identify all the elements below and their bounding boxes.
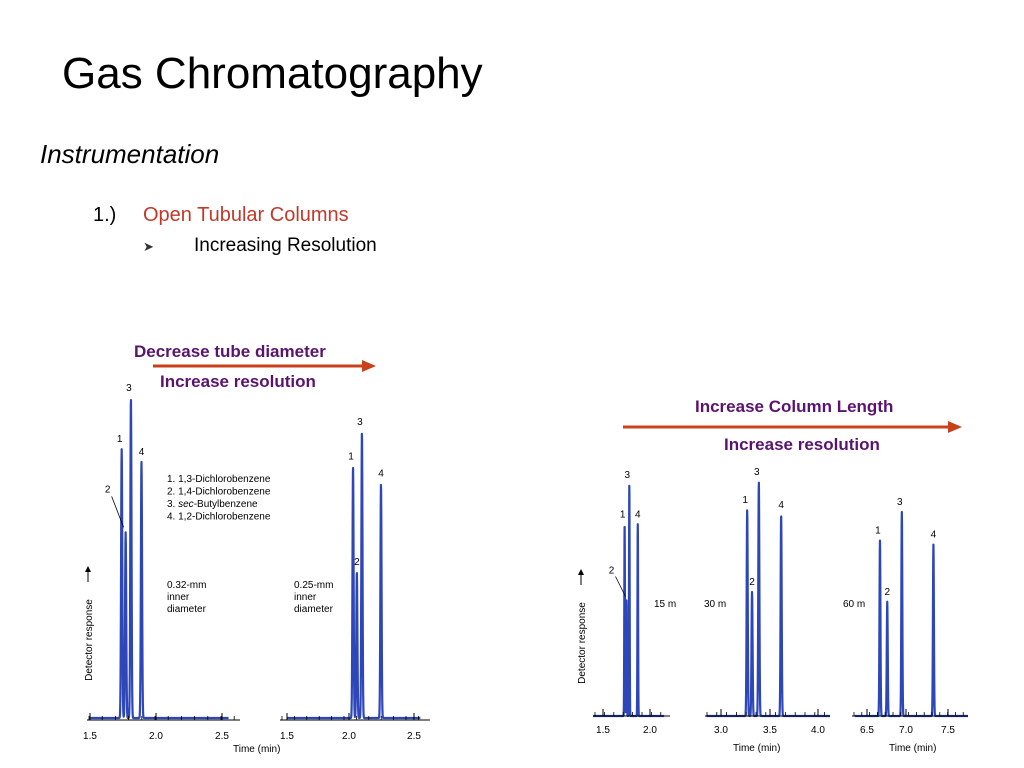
x-tick-label: 4.0: [811, 725, 825, 736]
chromatogram-panel-1: [85, 398, 240, 721]
peak-2-pointer: [615, 576, 626, 597]
peak-label-3: 3: [357, 417, 363, 428]
x-tick-label: 1.5: [596, 725, 610, 736]
chromatogram-panel-4: [705, 481, 831, 718]
x-tick-label: 2.0: [643, 725, 657, 736]
sub-bullet-text: Increasing Resolution: [194, 235, 377, 256]
condition-label: 15 m: [654, 599, 676, 610]
peak-label-3: 3: [897, 497, 903, 508]
slide-title: Gas Chromatography: [62, 49, 483, 98]
x-tick-label: 2.5: [407, 731, 421, 742]
chromatogram-panel-2: [280, 432, 430, 721]
peak-label-1: 1: [875, 526, 881, 537]
condition-label: inner: [294, 592, 317, 603]
section-label: Instrumentation: [40, 139, 220, 169]
annotation-increase-resolution-right: Increase resolution: [724, 435, 880, 454]
peak-label-3: 3: [126, 383, 132, 394]
peak-label-2: 2: [609, 566, 615, 577]
peak-label-2: 2: [749, 577, 755, 588]
x-tick-label: 2.5: [215, 731, 229, 742]
condition-label: 30 m: [704, 599, 726, 610]
peak-label-2: 2: [354, 557, 360, 568]
chromatogram-trace: [286, 432, 422, 720]
legend-entry: 2. 1,4-Dichlorobenzene: [167, 487, 271, 498]
x-tick-label: 7.0: [899, 725, 913, 736]
peak-2-pointer: [111, 496, 125, 528]
legend-entry: 3. sec-Butylbenzene: [167, 499, 258, 510]
annotation-increase-column-length: Increase Column Length: [695, 397, 894, 416]
x-axis-label: Time (min): [733, 743, 780, 754]
chromatogram-trace: [89, 398, 230, 720]
peak-label-1: 1: [742, 495, 748, 506]
peak-label-3: 3: [625, 470, 631, 481]
condition-label: 0.32-mm: [167, 580, 206, 591]
peak-label-4: 4: [778, 500, 784, 511]
legend-entry: 4. 1,2-Dichlorobenzene: [167, 512, 271, 523]
condition-label: inner: [167, 592, 190, 603]
peak-label-4: 4: [931, 530, 937, 541]
list-item-text: Open Tubular Columns: [143, 204, 349, 226]
x-tick-label: 1.5: [280, 731, 294, 742]
annotation-decrease-diameter: Decrease tube diameter: [134, 342, 326, 361]
chromatogram-trace: [853, 510, 970, 718]
peak-label-4: 4: [139, 447, 145, 458]
y-axis-arrow-head: [85, 566, 91, 572]
x-axis-label: Time (min): [889, 743, 936, 754]
peak-label-1: 1: [620, 509, 626, 520]
peak-label-4: 4: [635, 509, 641, 520]
list-item-number: 1.): [93, 204, 117, 226]
chromatogram-panel-3: [578, 484, 670, 718]
condition-label: 0.25-mm: [294, 580, 333, 591]
peak-label-1: 1: [348, 451, 354, 462]
arrow-column-length-head: [948, 421, 962, 433]
x-tick-label: 3.0: [714, 725, 728, 736]
peak-label-1: 1: [117, 434, 123, 445]
arrow-bullet-icon: ➤: [143, 239, 154, 254]
peak-label-4: 4: [378, 468, 384, 479]
condition-label: 60 m: [843, 599, 865, 610]
y-axis-label: Detector response: [577, 602, 588, 684]
arrow-decrease-diameter-head: [362, 360, 376, 372]
x-axis-label: Time (min): [233, 744, 280, 755]
condition-label: diameter: [294, 604, 334, 615]
x-tick-label: 2.0: [149, 731, 163, 742]
annotation-increase-resolution-left: Increase resolution: [160, 372, 316, 391]
peak-label-3: 3: [754, 467, 760, 478]
x-tick-label: 1.5: [83, 731, 97, 742]
x-tick-label: 7.5: [941, 725, 955, 736]
peak-label-2: 2: [884, 587, 890, 598]
x-tick-label: 3.5: [763, 725, 777, 736]
y-axis-label: Detector response: [84, 599, 95, 681]
peak-label-2: 2: [105, 484, 111, 495]
chromatogram-panel-5: [852, 510, 970, 718]
y-axis-arrow-head: [578, 569, 584, 575]
x-tick-label: 6.5: [860, 725, 874, 736]
x-tick-label: 2.0: [342, 731, 356, 742]
condition-label: diameter: [167, 604, 207, 615]
legend-entry: 1. 1,3-Dichlorobenzene: [167, 474, 271, 485]
